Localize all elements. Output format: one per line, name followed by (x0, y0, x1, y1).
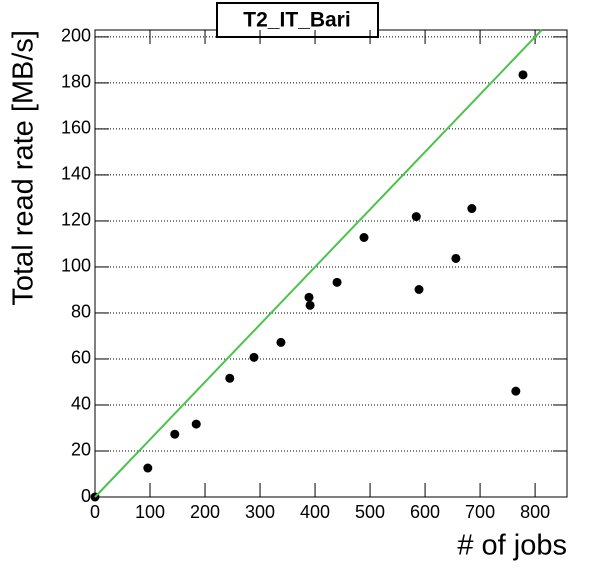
chart-title: T2_IT_Bari (243, 9, 350, 32)
y-tick-label: 80 (71, 302, 91, 322)
plot-frame (94, 29, 568, 498)
data-point (451, 253, 461, 263)
x-tick-label: 0 (90, 502, 100, 522)
data-point (305, 300, 315, 310)
data-point (518, 70, 528, 80)
data-point (414, 284, 424, 294)
y-tick-label: 40 (71, 394, 91, 414)
x-axis-label: # of jobs (457, 530, 567, 562)
y-tick-label: 100 (61, 256, 91, 276)
y-tick-label: 20 (71, 440, 91, 460)
data-point (304, 292, 314, 302)
x-tick-label: 400 (300, 502, 330, 522)
y-tick-label: 60 (71, 348, 91, 368)
x-tick-label: 600 (410, 502, 440, 522)
x-tick-label: 800 (520, 502, 550, 522)
fit-line (94, 29, 543, 498)
y-tick-label: 140 (61, 164, 91, 184)
y-tick-label: 160 (61, 118, 91, 138)
y-tick-label: 0 (81, 486, 91, 506)
data-point (191, 419, 201, 429)
y-tick-label: 200 (61, 26, 91, 46)
data-point (249, 352, 259, 362)
x-tick-label: 200 (190, 502, 220, 522)
data-point (170, 429, 180, 439)
data-point (332, 277, 342, 287)
y-tick-label: 120 (61, 210, 91, 230)
data-point (467, 204, 477, 214)
data-point (225, 373, 235, 383)
data-point (276, 337, 286, 347)
y-tick-label: 180 (61, 72, 91, 92)
y-axis-label: Total read rate [MB/s] (8, 30, 40, 306)
title-box (216, 2, 379, 38)
x-tick-label: 500 (355, 502, 385, 522)
data-point (359, 233, 369, 243)
x-tick-label: 100 (135, 502, 165, 522)
data-point (411, 212, 421, 222)
data-point (143, 463, 153, 473)
data-point (511, 386, 521, 396)
x-tick-label: 700 (465, 502, 495, 522)
x-tick-label: 300 (245, 502, 275, 522)
